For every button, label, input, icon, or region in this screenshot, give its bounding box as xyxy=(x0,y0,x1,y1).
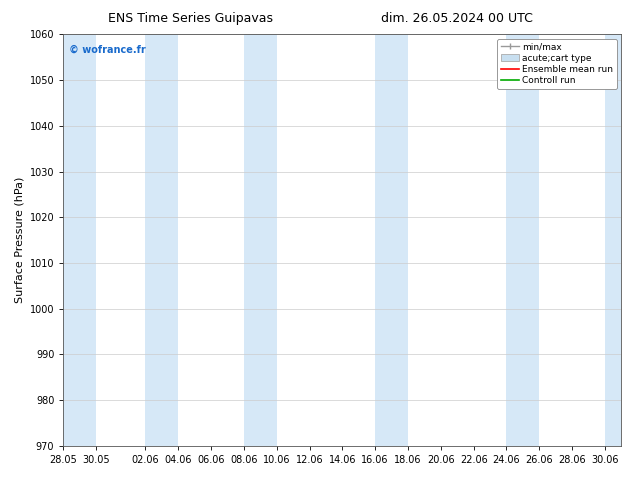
Legend: min/max, acute;cart type, Ensemble mean run, Controll run: min/max, acute;cart type, Ensemble mean … xyxy=(497,39,617,89)
Bar xyxy=(244,34,276,446)
Bar xyxy=(507,34,540,446)
Y-axis label: Surface Pressure (hPa): Surface Pressure (hPa) xyxy=(14,177,24,303)
Bar xyxy=(145,34,178,446)
Text: © wofrance.fr: © wofrance.fr xyxy=(69,45,146,54)
Text: dim. 26.05.2024 00 UTC: dim. 26.05.2024 00 UTC xyxy=(380,12,533,25)
Bar xyxy=(63,34,96,446)
Text: ENS Time Series Guipavas: ENS Time Series Guipavas xyxy=(108,12,273,25)
Bar xyxy=(375,34,408,446)
Bar xyxy=(605,34,621,446)
